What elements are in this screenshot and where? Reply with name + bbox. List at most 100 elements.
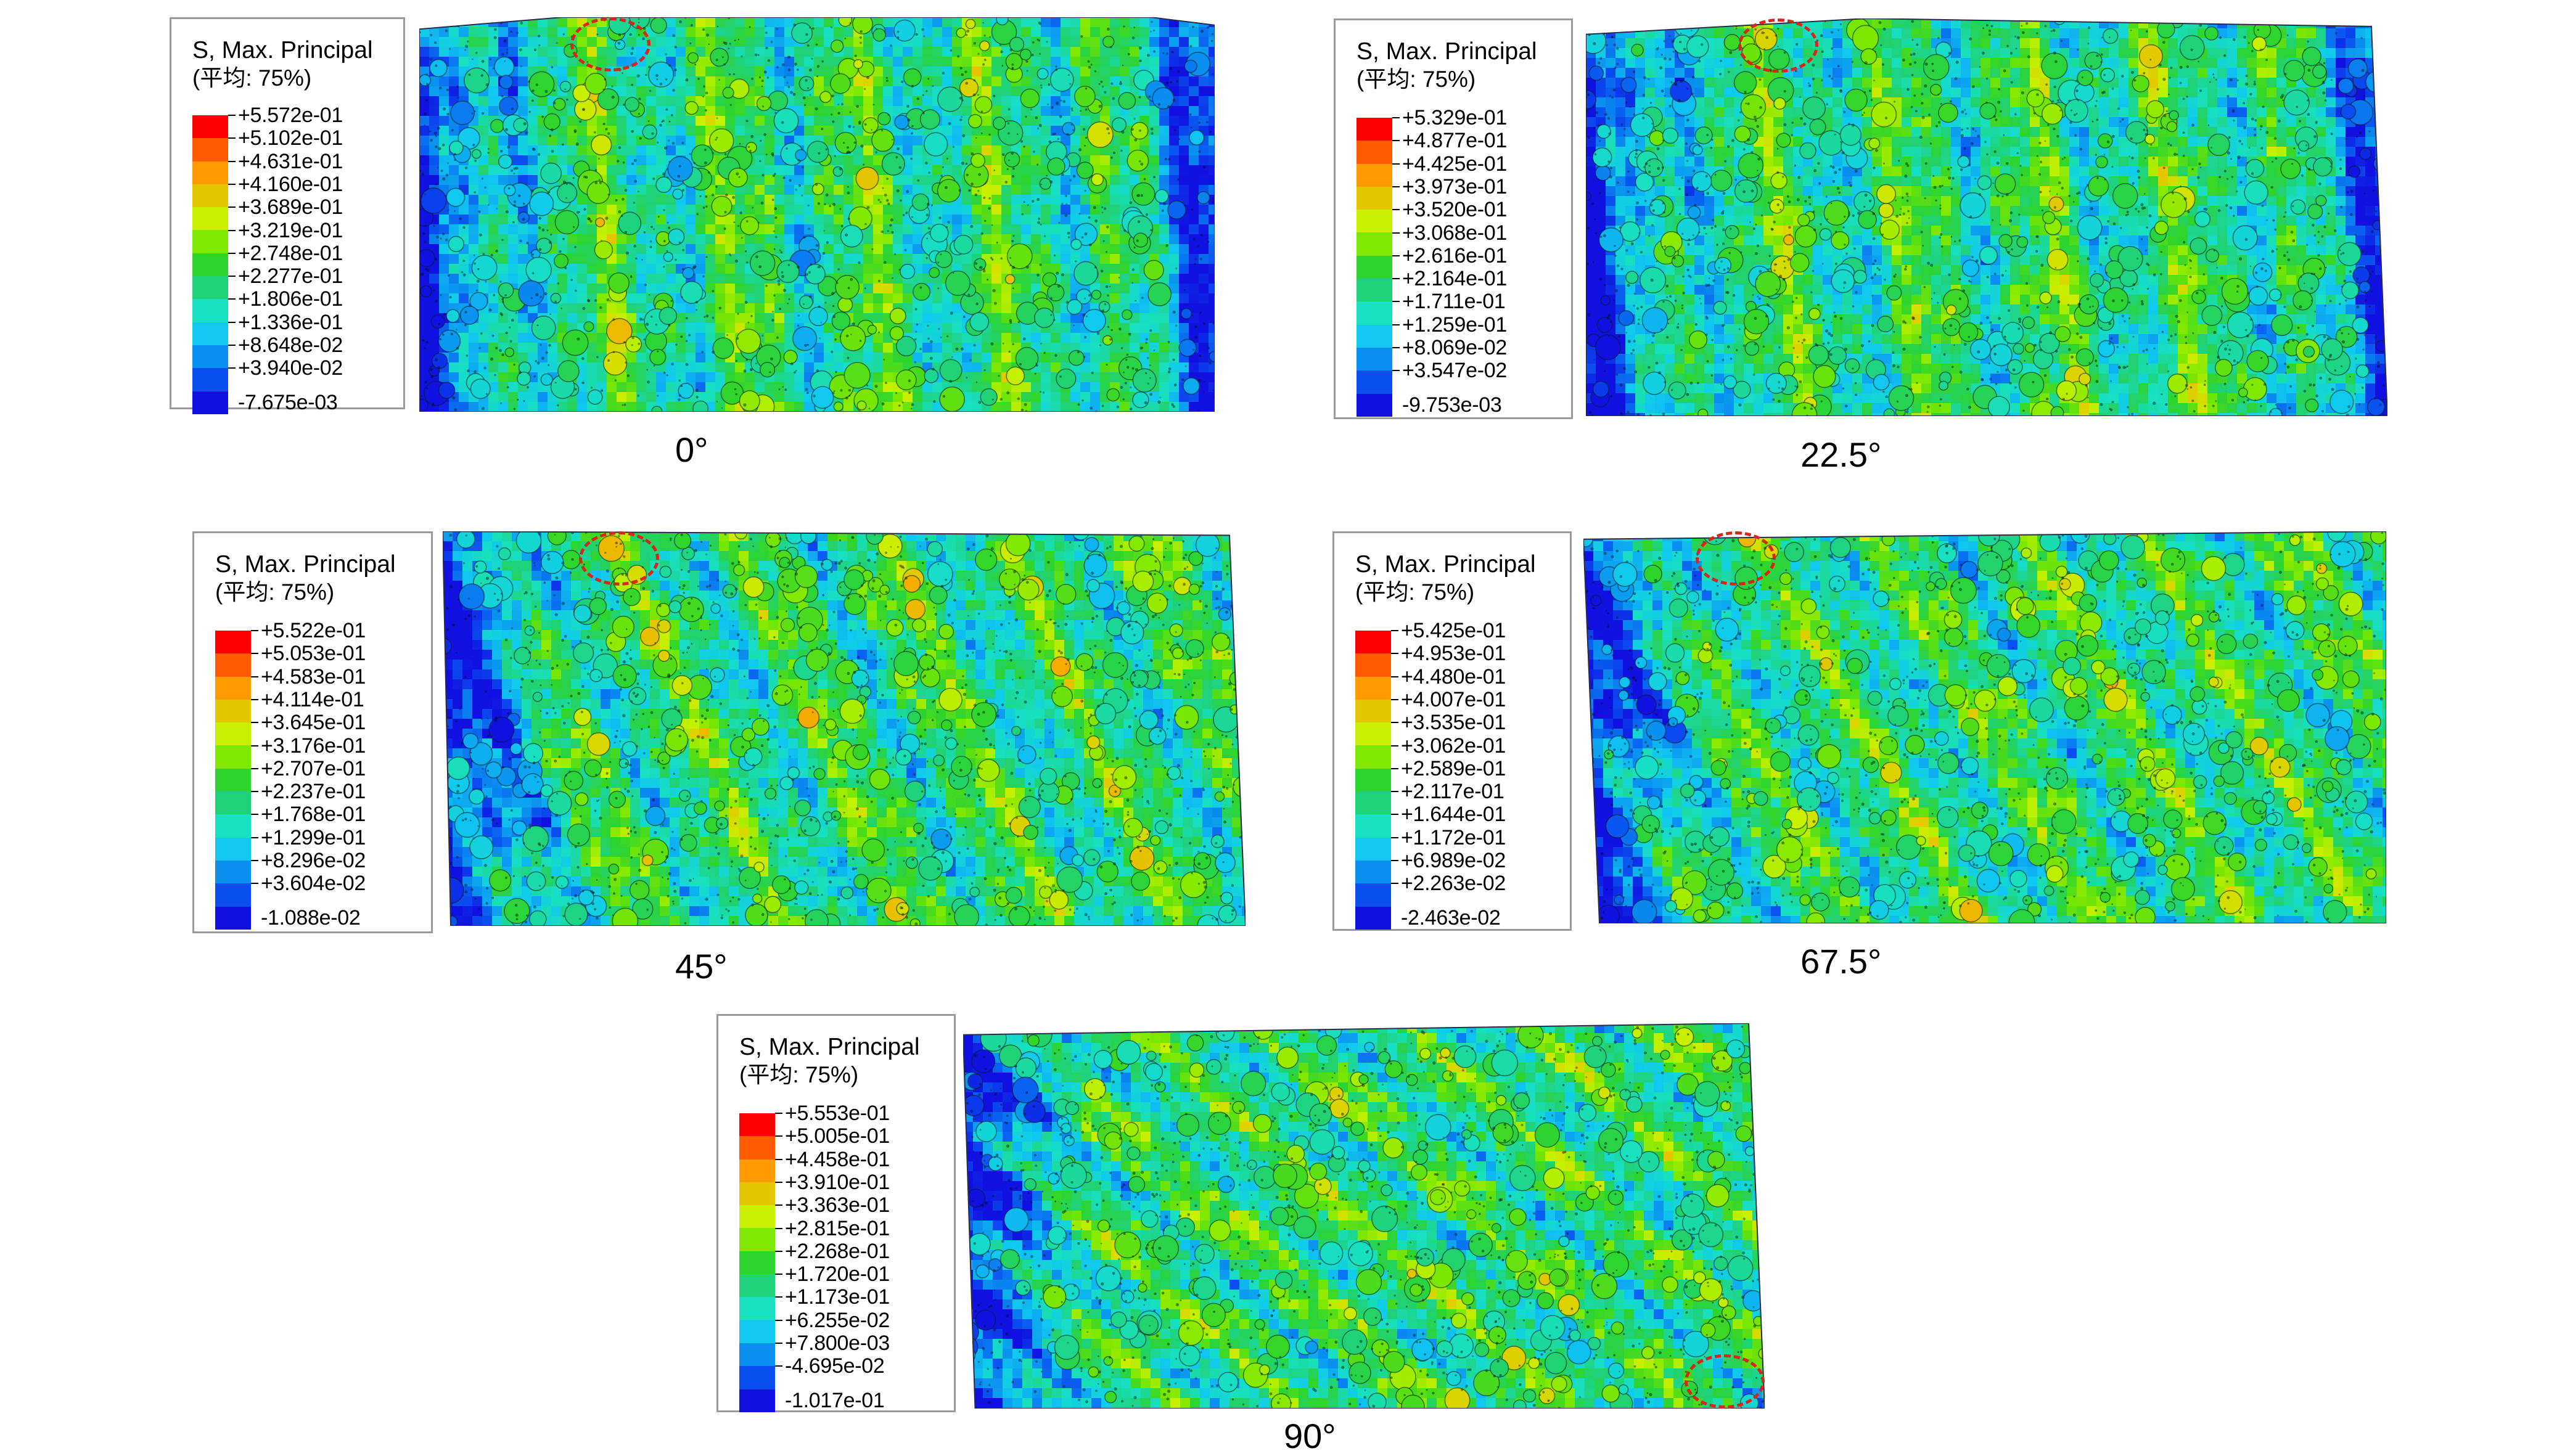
tick-value: +3.068e-01 <box>1402 221 1507 245</box>
tick-mark <box>251 653 258 655</box>
tick-value: +4.160e-01 <box>238 173 343 196</box>
tick-value: +1.172e-01 <box>1401 826 1506 849</box>
color-swatch <box>215 837 251 861</box>
hotspot-marker <box>570 17 651 72</box>
tick-value: +2.277e-01 <box>238 264 343 288</box>
color-swatch <box>215 745 251 769</box>
color-swatch <box>1357 393 1392 417</box>
color-swatch <box>739 1159 775 1182</box>
tick-mark <box>1392 117 1400 118</box>
tick-mark <box>228 345 236 346</box>
tick-mark <box>1392 347 1400 348</box>
tick-value: -9.753e-03 <box>1402 393 1502 417</box>
legend-title: S, Max. Principal <box>215 550 396 579</box>
color-swatch <box>1355 631 1391 654</box>
tick-value: -1.088e-02 <box>261 906 361 930</box>
stress-contour-plot <box>1583 531 2386 923</box>
tick-value: +2.748e-01 <box>238 242 343 265</box>
tick-value: +2.237e-01 <box>261 780 366 803</box>
stress-contour-plot <box>1586 18 2387 416</box>
color-swatch <box>192 322 228 345</box>
stress-contour-plot <box>419 17 1215 412</box>
color-swatch <box>739 1343 775 1367</box>
color-swatch <box>192 184 228 208</box>
color-swatch <box>1357 255 1392 279</box>
color-swatch <box>215 814 251 838</box>
color-scale <box>215 631 251 930</box>
tick-value: +2.117e-01 <box>1401 780 1504 803</box>
color-scale <box>739 1113 775 1412</box>
hotspot-marker <box>579 531 660 586</box>
hotspot-marker <box>1738 18 1818 73</box>
color-swatch <box>1355 745 1391 769</box>
contour-mesh <box>443 531 1246 926</box>
color-swatch <box>215 860 251 884</box>
color-swatch <box>192 138 228 162</box>
tick-value: +3.547e-02 <box>1402 359 1507 382</box>
tick-mark <box>251 698 258 700</box>
tick-value: +2.616e-01 <box>1402 244 1507 268</box>
color-swatch <box>192 253 228 277</box>
color-swatch <box>1357 370 1392 394</box>
tick-value: +4.631e-01 <box>238 150 343 173</box>
tick-value: -2.463e-02 <box>1401 906 1501 930</box>
tick-mark <box>251 860 258 861</box>
tick-mark <box>228 321 236 323</box>
color-swatch <box>739 1297 775 1320</box>
tick-value: +3.645e-01 <box>261 711 366 734</box>
tick-mark <box>775 1250 782 1252</box>
tick-mark <box>1391 860 1398 861</box>
color-swatch <box>1355 860 1391 884</box>
tick-mark <box>775 1204 782 1206</box>
tick-value: +3.910e-01 <box>785 1171 890 1194</box>
tick-mark <box>1392 301 1400 303</box>
legend-subtitle: (平均: 75%) <box>1355 579 1474 606</box>
tick-value: +3.689e-01 <box>238 195 343 219</box>
tick-value: +1.644e-01 <box>1401 803 1506 826</box>
color-swatch <box>1357 186 1392 210</box>
color-scale <box>1357 118 1392 417</box>
tick-value: -7.675e-03 <box>238 391 338 414</box>
legend-subtitle: (平均: 75%) <box>1357 66 1476 93</box>
tick-mark <box>1392 140 1400 142</box>
tick-value: +1.720e-01 <box>785 1262 890 1286</box>
color-swatch <box>215 631 251 654</box>
tick-mark <box>1392 278 1400 280</box>
tick-value: +2.263e-02 <box>1401 872 1506 895</box>
tick-value: +1.336e-01 <box>238 311 343 334</box>
tick-mark <box>775 1227 782 1229</box>
tick-mark <box>1392 324 1400 325</box>
tick-mark <box>1391 767 1398 769</box>
tick-mark <box>228 183 236 185</box>
legend-title: S, Max. Principal <box>1355 550 1536 579</box>
tick-value: +1.711e-01 <box>1402 290 1506 313</box>
tick-value: +3.062e-01 <box>1401 734 1506 758</box>
tick-mark <box>228 367 236 369</box>
tick-value: +4.953e-01 <box>1401 642 1506 665</box>
color-swatch <box>1355 814 1391 838</box>
tick-mark <box>228 276 236 277</box>
tick-mark <box>1391 676 1398 677</box>
tick-mark <box>251 745 258 746</box>
color-swatch <box>192 345 228 369</box>
tick-value: +3.363e-01 <box>785 1193 890 1217</box>
tick-value: +2.589e-01 <box>1401 757 1506 780</box>
tick-mark <box>251 836 258 838</box>
tick-mark <box>775 1181 782 1183</box>
tick-value: +3.973e-01 <box>1402 175 1507 198</box>
color-scale <box>1355 631 1391 930</box>
tick-mark <box>228 252 236 254</box>
tick-value: +5.329e-01 <box>1402 106 1507 129</box>
tick-mark <box>228 115 236 116</box>
tick-value: +4.425e-01 <box>1402 152 1507 176</box>
tick-value: +1.173e-01 <box>785 1285 890 1309</box>
tick-mark <box>775 1296 782 1298</box>
tick-value: +8.296e-02 <box>261 849 366 872</box>
color-swatch <box>1357 141 1392 164</box>
tick-value: +4.007e-01 <box>1401 688 1506 711</box>
legend-45deg: S, Max. Principal (平均: 75%) +5.522e-01 +5… <box>192 531 433 933</box>
tick-value: +4.458e-01 <box>785 1148 890 1171</box>
tick-value: +1.806e-01 <box>238 287 343 311</box>
tick-mark <box>1391 814 1398 816</box>
color-swatch <box>739 1136 775 1159</box>
